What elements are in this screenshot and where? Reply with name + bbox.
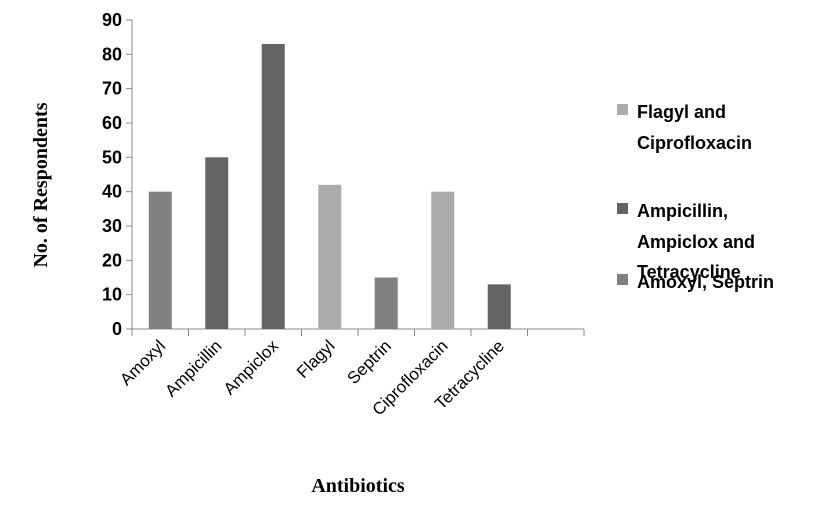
legend-swatch [617,274,628,285]
legend: Flagyl and Ciprofloxacin Ampicillin, Ampicl… [617,102,774,292]
y-tick-label: 50 [102,147,122,167]
y-tick-label: 30 [102,216,122,236]
legend-label: Ampicillin, [637,201,728,221]
bar [431,191,455,329]
x-tick-label: Ampiclox [220,336,283,399]
y-tick-label: 20 [102,250,122,270]
y-tick-label: 10 [102,285,122,305]
axes [126,19,585,336]
x-tick-label: Ampicillin [161,336,225,400]
y-tick-label: 80 [102,44,122,64]
x-tick-label: Amoxyl [116,336,169,389]
legend-label: Tetracycline [637,262,741,282]
bar [374,277,398,329]
y-tick-label: 90 [102,10,122,30]
legend-label: Amoxyl, Septrin [637,272,774,292]
legend-label: Ampiclox and [637,232,755,252]
bar [205,157,229,329]
y-tick-label: 0 [112,319,122,339]
bar [148,191,172,329]
bar [487,284,511,329]
legend-label: Flagyl and [637,102,726,122]
legend-label: Ciprofloxacin [637,133,752,153]
bar [261,44,285,330]
bar [318,184,342,329]
y-tick-label: 70 [102,79,122,99]
legend-swatch [617,104,628,115]
y-axis-title: No. of Respondents [30,102,52,267]
legend-swatch [617,203,628,214]
y-tick-label: 40 [102,182,122,202]
x-tick-label: Septrin [344,336,396,388]
x-tick-label: Flagyl [293,336,339,382]
bars [148,44,511,330]
x-axis-title: Antibiotics [311,475,405,497]
y-tick-label: 60 [102,113,122,133]
